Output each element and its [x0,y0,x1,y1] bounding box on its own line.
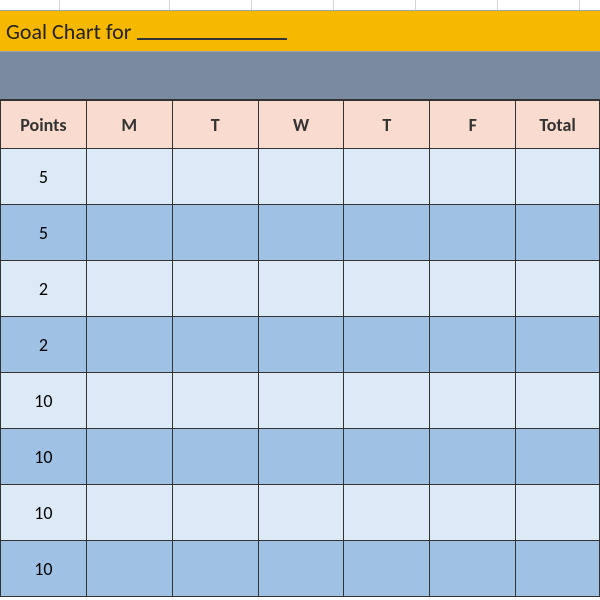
table-header-cell: M [86,101,172,149]
points-cell[interactable]: 5 [1,149,87,205]
total-cell[interactable] [516,317,600,373]
day-cell[interactable] [344,261,430,317]
points-cell[interactable]: 10 [1,541,87,597]
total-cell[interactable] [516,541,600,597]
day-cell[interactable] [344,541,430,597]
points-cell[interactable]: 5 [1,205,87,261]
day-cell[interactable] [258,317,344,373]
table-header-cell: Points [1,101,87,149]
column-grid-hints [0,0,600,10]
day-cell[interactable] [430,541,516,597]
table-row: 5 [1,205,600,261]
total-cell[interactable] [516,261,600,317]
day-cell[interactable] [430,149,516,205]
day-cell[interactable] [86,205,172,261]
points-cell[interactable]: 10 [1,429,87,485]
table-header-cell: T [172,101,258,149]
table-header-cell: W [258,101,344,149]
table-row: 2 [1,317,600,373]
day-cell[interactable] [172,429,258,485]
day-cell[interactable] [344,429,430,485]
table-row: 2 [1,261,600,317]
day-cell[interactable] [344,373,430,429]
day-cell[interactable] [86,373,172,429]
day-cell[interactable] [430,261,516,317]
day-cell[interactable] [258,485,344,541]
day-cell[interactable] [86,149,172,205]
day-cell[interactable] [258,149,344,205]
day-cell[interactable] [344,317,430,373]
title-text: Goal Chart for [6,18,131,45]
points-cell[interactable]: 2 [1,261,87,317]
table-header-cell: T [344,101,430,149]
day-cell[interactable] [86,429,172,485]
day-cell[interactable] [172,317,258,373]
spreadsheet-sheet: Goal Chart for PointsMTWTFTotal 55221010… [0,0,600,600]
spacer-band [0,52,600,100]
table-row: 10 [1,485,600,541]
table-header-cell: Total [516,101,600,149]
total-cell[interactable] [516,205,600,261]
total-cell[interactable] [516,149,600,205]
table-header-cell: F [430,101,516,149]
day-cell[interactable] [344,205,430,261]
day-cell[interactable] [86,317,172,373]
day-cell[interactable] [86,541,172,597]
day-cell[interactable] [258,205,344,261]
day-cell[interactable] [258,261,344,317]
day-cell[interactable] [172,205,258,261]
total-cell[interactable] [516,373,600,429]
table-row: 10 [1,373,600,429]
table-row: 5 [1,149,600,205]
day-cell[interactable] [344,149,430,205]
day-cell[interactable] [344,485,430,541]
day-cell[interactable] [172,261,258,317]
day-cell[interactable] [86,485,172,541]
day-cell[interactable] [430,205,516,261]
day-cell[interactable] [258,541,344,597]
day-cell[interactable] [172,541,258,597]
total-cell[interactable] [516,429,600,485]
total-cell[interactable] [516,485,600,541]
points-cell[interactable]: 2 [1,317,87,373]
table-row: 10 [1,541,600,597]
day-cell[interactable] [258,429,344,485]
title-bar: Goal Chart for [0,10,600,52]
day-cell[interactable] [172,373,258,429]
goal-chart-table: PointsMTWTFTotal 552210101010 [0,100,600,597]
day-cell[interactable] [430,485,516,541]
day-cell[interactable] [430,317,516,373]
day-cell[interactable] [430,429,516,485]
table-header-row: PointsMTWTFTotal [1,101,600,149]
points-cell[interactable]: 10 [1,373,87,429]
day-cell[interactable] [172,485,258,541]
day-cell[interactable] [430,373,516,429]
day-cell[interactable] [86,261,172,317]
day-cell[interactable] [172,149,258,205]
name-blank-underline[interactable] [137,22,287,40]
points-cell[interactable]: 10 [1,485,87,541]
day-cell[interactable] [258,373,344,429]
table-row: 10 [1,429,600,485]
